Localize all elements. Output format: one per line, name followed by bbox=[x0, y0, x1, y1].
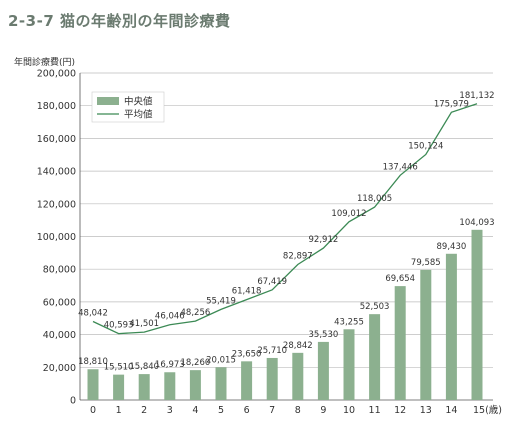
line-value-label: 46,046 bbox=[155, 312, 185, 322]
line-value-label: 150,124 bbox=[408, 142, 443, 152]
line-value-label: 61,418 bbox=[232, 287, 262, 297]
legend-label: 平均値 bbox=[124, 109, 153, 121]
bar-value-label: 104,093 bbox=[459, 218, 494, 228]
y-tick-label: 180,000 bbox=[37, 101, 76, 112]
bar bbox=[343, 329, 355, 400]
legend-box bbox=[91, 91, 165, 123]
x-tick-label: 14 bbox=[445, 405, 457, 416]
bar bbox=[215, 367, 227, 400]
bar-value-label: 79,585 bbox=[411, 258, 441, 268]
bar bbox=[471, 229, 483, 400]
line-value-label: 48,256 bbox=[181, 308, 211, 318]
bar-value-label: 18,810 bbox=[78, 357, 108, 367]
x-tick-label: 5 bbox=[218, 405, 224, 416]
x-tick-label: 4 bbox=[192, 405, 198, 416]
y-tick-label: 20,000 bbox=[43, 363, 76, 374]
line-series bbox=[92, 103, 478, 335]
line-value-label: 48,042 bbox=[78, 308, 108, 318]
x-tick-label: 13 bbox=[420, 405, 432, 416]
line-value-label: 175,979 bbox=[434, 99, 469, 109]
x-tick-label: 15(歳) bbox=[473, 404, 502, 416]
line-value-label: 82,897 bbox=[283, 251, 313, 261]
bar-value-label: 43,255 bbox=[334, 317, 364, 327]
y-tick-label: 60,000 bbox=[43, 297, 76, 308]
x-tick-label: 12 bbox=[394, 405, 406, 416]
y-tick-label: 0 bbox=[70, 396, 76, 407]
bar bbox=[394, 286, 406, 400]
y-tick-label: 80,000 bbox=[43, 265, 76, 276]
line-value-label: 41,501 bbox=[129, 319, 159, 329]
bar bbox=[87, 369, 99, 400]
bar-value-label: 52,503 bbox=[360, 302, 390, 312]
bar-value-label: 35,530 bbox=[309, 330, 339, 340]
bar-value-label: 18,260 bbox=[181, 358, 211, 368]
bar bbox=[420, 269, 432, 400]
y-tick-label: 100,000 bbox=[37, 232, 76, 243]
x-tick-label: 3 bbox=[167, 405, 173, 416]
y-axis-label: 年間診療費(円) bbox=[14, 58, 76, 68]
x-tick-label: 6 bbox=[244, 405, 250, 416]
line-value-label: 92,912 bbox=[309, 235, 339, 245]
bar-value-label: 15,510 bbox=[104, 363, 134, 373]
bar bbox=[164, 372, 176, 400]
y-tick-label: 200,000 bbox=[37, 69, 76, 80]
bar bbox=[317, 341, 329, 400]
x-tick-label: 2 bbox=[141, 405, 147, 416]
bar bbox=[369, 314, 381, 400]
line-value-label: 55,419 bbox=[206, 296, 236, 306]
bar bbox=[138, 374, 150, 400]
bar-value-label: 25,710 bbox=[257, 346, 287, 356]
bar-value-label: 89,430 bbox=[437, 242, 467, 252]
bar-value-label: 15,840 bbox=[129, 362, 159, 372]
x-tick-label: 7 bbox=[269, 405, 275, 416]
bar-value-label: 23,650 bbox=[232, 349, 262, 359]
line-value-label: 181,132 bbox=[459, 91, 494, 101]
y-tick-label: 40,000 bbox=[43, 330, 76, 341]
bar-value-label: 28,842 bbox=[283, 341, 313, 351]
x-tick-label: 10 bbox=[343, 405, 355, 416]
bar-value-label: 20,015 bbox=[206, 355, 236, 365]
y-tick-label: 140,000 bbox=[37, 167, 76, 178]
x-tick-label: 0 bbox=[90, 405, 96, 416]
bar bbox=[189, 370, 201, 400]
line-value-label: 67,419 bbox=[257, 277, 287, 287]
x-tick-label: 1 bbox=[116, 405, 122, 416]
line-value-label: 118,005 bbox=[357, 194, 392, 204]
x-tick-label: 9 bbox=[320, 405, 326, 416]
bar bbox=[241, 361, 253, 400]
bar bbox=[113, 374, 125, 400]
bar bbox=[445, 253, 457, 400]
bar-value-label: 69,654 bbox=[385, 274, 415, 284]
chart-title: 2-3-7 猫の年齢別の年間診療費 bbox=[8, 12, 231, 30]
legend-bar-swatch bbox=[97, 97, 119, 105]
y-tick-label: 120,000 bbox=[37, 199, 76, 210]
line-value-label: 109,012 bbox=[331, 209, 366, 219]
bar-value-label: 16,973 bbox=[155, 360, 185, 370]
x-tick-label: 8 bbox=[295, 405, 301, 416]
line-value-label: 40,593 bbox=[104, 321, 134, 331]
legend-label: 中央値 bbox=[124, 96, 153, 108]
x-tick-label: 11 bbox=[369, 405, 381, 416]
bar bbox=[292, 352, 304, 400]
bar bbox=[266, 357, 278, 400]
line-value-label: 137,446 bbox=[383, 162, 418, 172]
y-tick-label: 160,000 bbox=[37, 134, 76, 145]
